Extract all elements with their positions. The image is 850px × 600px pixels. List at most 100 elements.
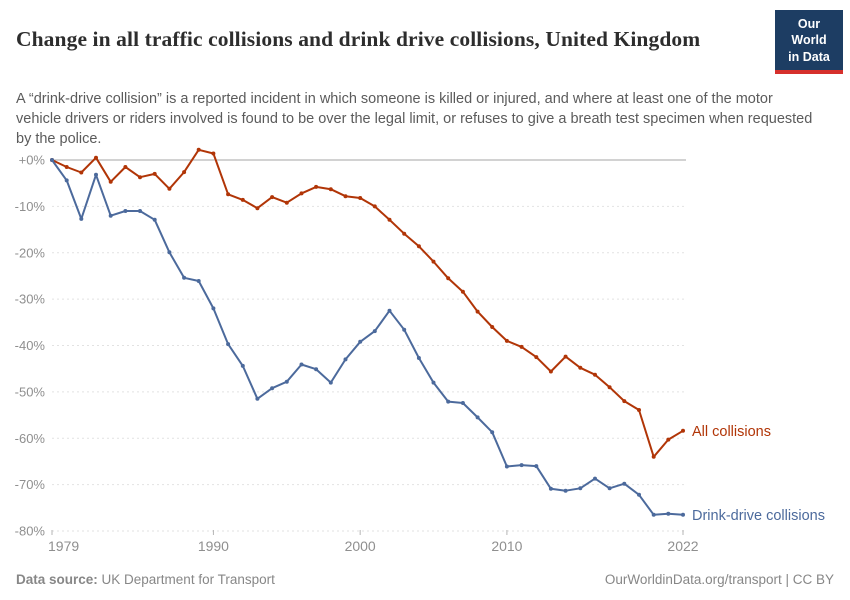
- x-axis-tick-label: 2022: [667, 538, 698, 554]
- data-point-drink-drive-collisions: [108, 213, 113, 218]
- data-point-drink-drive-collisions: [123, 209, 128, 213]
- owid-logo[interactable]: Our World in Data: [775, 10, 843, 74]
- data-point-all-collisions: [416, 244, 421, 249]
- y-axis-tick-label: -40%: [15, 338, 46, 353]
- data-point-drink-drive-collisions: [578, 486, 583, 491]
- series-line-drink-drive-collisions[interactable]: [51, 159, 684, 516]
- x-axis-tick-label: 1990: [198, 538, 229, 554]
- data-point-all-collisions: [666, 437, 671, 442]
- data-point-drink-drive-collisions: [167, 250, 172, 255]
- data-point-all-collisions: [534, 355, 539, 360]
- owid-logo-line2: in Data: [788, 49, 830, 64]
- data-point-all-collisions: [358, 196, 363, 200]
- data-point-drink-drive-collisions: [622, 481, 627, 486]
- data-point-drink-drive-collisions: [270, 386, 275, 391]
- data-point-drink-drive-collisions: [152, 217, 157, 222]
- page-title: Change in all traffic collisions and dri…: [16, 27, 701, 52]
- data-point-all-collisions: [387, 217, 392, 222]
- data-point-drink-drive-collisions: [593, 476, 597, 481]
- data-point-all-collisions: [637, 408, 641, 412]
- data-point-drink-drive-collisions: [182, 275, 187, 280]
- data-point-all-collisions: [681, 428, 685, 433]
- data-point-all-collisions: [226, 192, 231, 197]
- y-axis-tick-label: -70%: [15, 477, 46, 492]
- data-point-all-collisions: [270, 195, 275, 200]
- data-point-all-collisions: [152, 171, 157, 176]
- data-point-drink-drive-collisions: [196, 279, 201, 283]
- data-point-drink-drive-collisions: [314, 367, 319, 372]
- data-point-drink-drive-collisions: [358, 339, 363, 344]
- data-point-drink-drive-collisions: [563, 488, 568, 493]
- data-point-drink-drive-collisions: [416, 356, 421, 360]
- data-point-all-collisions: [79, 170, 84, 175]
- x-axis-tick-label: 2000: [345, 538, 376, 554]
- data-source: Data source: UK Department for Transport: [16, 572, 275, 587]
- data-point-all-collisions: [328, 187, 333, 192]
- data-point-drink-drive-collisions: [607, 486, 612, 491]
- data-point-drink-drive-collisions: [64, 178, 69, 183]
- owid-logo-line1: Our World: [791, 17, 827, 48]
- y-axis-tick-label: -20%: [15, 245, 46, 260]
- y-axis-tick-label: +0%: [19, 153, 46, 168]
- data-point-drink-drive-collisions: [240, 363, 245, 368]
- data-point-all-collisions: [622, 399, 627, 404]
- data-point-drink-drive-collisions: [255, 396, 260, 401]
- data-point-all-collisions: [431, 259, 436, 264]
- data-point-all-collisions: [138, 175, 142, 180]
- chart-subtitle: A “drink-drive collision” is a reported …: [16, 90, 813, 147]
- data-point-all-collisions: [123, 165, 128, 169]
- x-axis-tick-label: 1979: [48, 538, 79, 554]
- series-line-all-collisions[interactable]: [51, 148, 684, 458]
- data-point-all-collisions: [314, 184, 319, 189]
- data-point-drink-drive-collisions: [475, 415, 480, 420]
- data-point-drink-drive-collisions: [519, 463, 524, 468]
- data-point-drink-drive-collisions: [211, 306, 216, 311]
- data-point-all-collisions: [284, 200, 289, 205]
- data-point-all-collisions: [211, 151, 216, 156]
- x-axis-tick-label: 2010: [491, 538, 522, 554]
- data-point-all-collisions: [607, 385, 612, 390]
- data-point-all-collisions: [255, 206, 260, 211]
- data-point-drink-drive-collisions: [681, 512, 685, 517]
- data-point-all-collisions: [402, 231, 407, 236]
- data-point-all-collisions: [548, 369, 553, 374]
- data-point-drink-drive-collisions: [446, 399, 451, 404]
- y-axis-tick-label: -30%: [15, 292, 46, 307]
- data-point-all-collisions: [64, 165, 69, 169]
- data-point-all-collisions: [94, 155, 98, 160]
- license-badge: CC BY: [792, 572, 834, 587]
- data-point-drink-drive-collisions: [402, 327, 407, 332]
- data-point-all-collisions: [504, 338, 509, 343]
- data-point-all-collisions: [475, 309, 480, 314]
- data-point-all-collisions: [446, 276, 451, 281]
- data-point-drink-drive-collisions: [637, 492, 641, 497]
- data-point-drink-drive-collisions: [226, 342, 231, 347]
- data-point-all-collisions: [196, 147, 201, 152]
- data-point-all-collisions: [182, 170, 187, 175]
- data-point-drink-drive-collisions: [431, 380, 436, 385]
- license-separator: |: [781, 572, 793, 587]
- data-point-all-collisions: [490, 325, 495, 329]
- data-point-all-collisions: [299, 191, 304, 196]
- data-point-all-collisions: [240, 197, 245, 202]
- data-point-drink-drive-collisions: [548, 486, 553, 491]
- footer-right: OurWorldinData.org/transport | CC BY: [605, 572, 834, 587]
- data-point-all-collisions: [593, 372, 597, 377]
- data-point-drink-drive-collisions: [534, 464, 539, 469]
- chart-footer: Data source: UK Department for Transport…: [0, 572, 850, 587]
- data-point-all-collisions: [372, 204, 377, 209]
- series-label-drink-drive-collisions: Drink-drive collisions: [692, 508, 825, 524]
- owid-link[interactable]: OurWorldinData.org/transport: [604, 572, 782, 587]
- data-point-all-collisions: [108, 179, 113, 184]
- data-point-drink-drive-collisions: [94, 172, 98, 177]
- data-point-all-collisions: [651, 454, 656, 459]
- data-point-all-collisions: [519, 344, 524, 349]
- data-point-drink-drive-collisions: [328, 380, 333, 385]
- data-point-drink-drive-collisions: [79, 216, 84, 221]
- data-point-drink-drive-collisions: [651, 512, 656, 517]
- data-source-value: UK Department for Transport: [97, 572, 275, 587]
- data-point-all-collisions: [343, 194, 348, 199]
- data-point-drink-drive-collisions: [460, 401, 465, 405]
- data-point-drink-drive-collisions: [138, 209, 142, 213]
